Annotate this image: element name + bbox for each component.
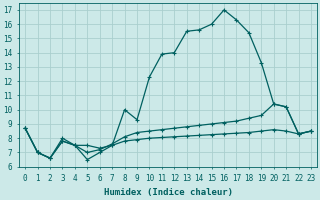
X-axis label: Humidex (Indice chaleur): Humidex (Indice chaleur) — [104, 188, 233, 197]
